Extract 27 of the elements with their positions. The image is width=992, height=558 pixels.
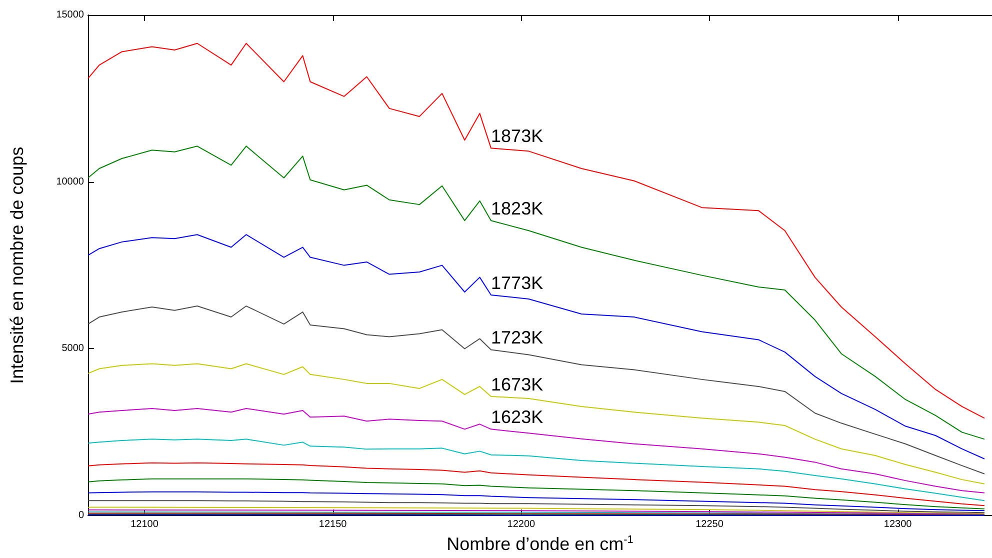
x-tick-label: 12150 [318,519,348,530]
line-series [88,506,985,514]
x-tick-label: 12250 [696,519,724,530]
x-tick-label: 12100 [130,519,159,530]
y-tick-label: 10000 [56,176,84,188]
y-tick-label: 0 [78,510,84,522]
y-tick-label: 5000 [62,343,84,354]
line-series [88,478,985,510]
line-series [88,146,985,440]
line-series [88,500,985,514]
x-tick-label: 12200 [507,519,536,530]
series-label: 1673K [491,374,544,394]
line-series [88,306,985,474]
series-label: 1623K [491,407,544,428]
y-axis-title: Intensité en nombre de coups [7,146,27,384]
x-tick-label: 12300 [884,519,912,530]
line-series [88,363,985,484]
line-series [88,234,985,460]
series-label: 1773K [491,273,544,293]
line-series [88,462,985,506]
line-series [88,491,985,512]
y-tick-label: 15000 [56,10,84,20]
line-series [88,438,985,502]
series-label: 1873K [491,126,544,146]
line-series [88,408,985,494]
series-label: 1823K [491,198,544,219]
series-label: 1723K [491,328,544,348]
